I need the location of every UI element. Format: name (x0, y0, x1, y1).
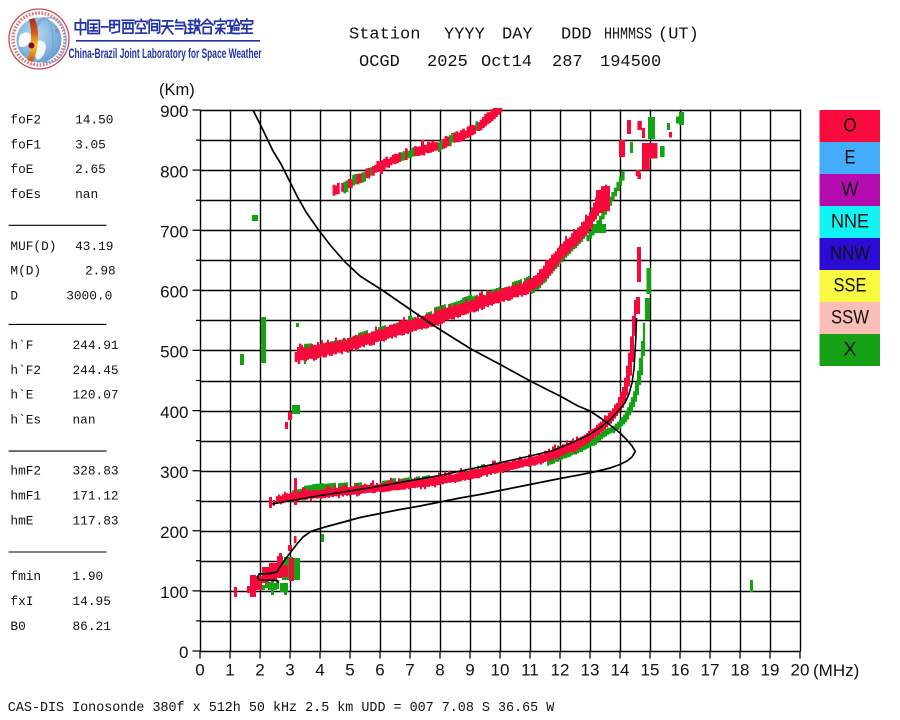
svg-text:6: 6 (375, 661, 384, 680)
svg-text:(UT): (UT) (658, 26, 699, 45)
svg-text:W: W (842, 179, 860, 201)
svg-text:h`F: h`F (10, 338, 33, 353)
svg-text:h`Es: h`Es (10, 413, 41, 428)
svg-text:foEs: foEs (10, 187, 41, 202)
svg-text:287: 287 (552, 53, 583, 72)
svg-text:DAY: DAY (502, 26, 533, 45)
svg-text:10: 10 (491, 661, 510, 680)
svg-text:B0: B0 (10, 619, 25, 634)
svg-text:0: 0 (195, 661, 204, 680)
svg-text:86.21: 86.21 (73, 619, 112, 634)
svg-text:19: 19 (761, 661, 780, 680)
svg-text:NNE: NNE (831, 211, 869, 233)
svg-text:China-Brazil Joint Laboratory: China-Brazil Joint Laboratory for Space … (69, 46, 262, 61)
svg-text:300: 300 (160, 463, 188, 482)
svg-text:fxI: fxI (10, 594, 33, 609)
svg-text:OCGD: OCGD (359, 53, 400, 72)
svg-text:9: 9 (465, 661, 474, 680)
svg-text:M(D): M(D) (10, 264, 41, 279)
svg-text:DDD: DDD (561, 26, 592, 45)
svg-text:1.90: 1.90 (73, 569, 104, 584)
svg-text:12: 12 (551, 661, 570, 680)
svg-text:244.91: 244.91 (73, 338, 119, 353)
svg-text:Station: Station (349, 26, 420, 45)
svg-text:1: 1 (225, 661, 234, 680)
svg-text:O: O (844, 115, 857, 137)
svg-text:120.07: 120.07 (73, 388, 119, 403)
svg-text:500: 500 (160, 343, 188, 362)
svg-text:244.45: 244.45 (73, 363, 119, 378)
svg-text:8: 8 (435, 661, 444, 680)
svg-text:MUF(D): MUF(D) (10, 239, 56, 254)
svg-text:7: 7 (405, 661, 414, 680)
svg-text:200: 200 (160, 523, 188, 542)
svg-text:D: D (10, 289, 18, 304)
svg-text:18: 18 (731, 661, 750, 680)
svg-text:2: 2 (255, 661, 264, 680)
svg-text:17: 17 (701, 661, 720, 680)
svg-text:(MHz): (MHz) (813, 661, 859, 680)
svg-text:800: 800 (160, 162, 188, 181)
svg-text:NNW: NNW (830, 243, 871, 265)
svg-text:5: 5 (345, 661, 354, 680)
svg-text:hmF1: hmF1 (10, 489, 41, 504)
svg-text:Oct14: Oct14 (481, 53, 532, 72)
svg-text:2.65: 2.65 (75, 162, 106, 177)
svg-text:15: 15 (641, 661, 660, 680)
svg-text:2025: 2025 (427, 53, 468, 72)
svg-text:600: 600 (160, 283, 188, 302)
svg-text:fmin: fmin (10, 569, 41, 584)
svg-text:X: X (844, 339, 857, 361)
svg-text:400: 400 (160, 403, 188, 422)
svg-text:700: 700 (160, 222, 188, 241)
svg-text:3.05: 3.05 (75, 137, 106, 152)
svg-text:h`F2: h`F2 (10, 363, 41, 378)
svg-text:100: 100 (160, 583, 188, 602)
svg-text:3: 3 (285, 661, 294, 680)
svg-text:nan: nan (75, 187, 98, 202)
svg-text:20: 20 (791, 661, 810, 680)
svg-text:2.98: 2.98 (85, 264, 116, 279)
svg-text:foF1: foF1 (10, 137, 41, 152)
svg-text:171.12: 171.12 (73, 489, 119, 504)
svg-text:0: 0 (179, 643, 188, 662)
svg-text:43.19: 43.19 (75, 239, 113, 254)
svg-text:900: 900 (160, 102, 188, 121)
svg-text:(Km): (Km) (159, 81, 195, 99)
svg-text:194500: 194500 (600, 53, 661, 72)
svg-text:hmE: hmE (10, 513, 33, 528)
svg-text:CAS-DIS Ionosonde 380f x 512h: CAS-DIS Ionosonde 380f x 512h 50 kHz 2.5… (8, 701, 555, 716)
svg-text:HHMMSS: HHMMSS (604, 26, 652, 45)
svg-text:3000.0: 3000.0 (66, 289, 112, 304)
svg-text:13: 13 (581, 661, 600, 680)
svg-text:4: 4 (315, 661, 324, 680)
svg-text:SSE: SSE (834, 275, 867, 297)
svg-text:foF2: foF2 (10, 113, 41, 128)
svg-text:hmF2: hmF2 (10, 464, 41, 479)
svg-text:nan: nan (73, 413, 96, 428)
svg-text:14.95: 14.95 (73, 594, 111, 609)
svg-text:SSW: SSW (831, 307, 870, 329)
svg-text:117.83: 117.83 (73, 513, 119, 528)
svg-text:11: 11 (521, 661, 539, 680)
svg-text:328.83: 328.83 (73, 464, 119, 479)
svg-text:h`E: h`E (10, 388, 33, 403)
svg-text:YYYY: YYYY (444, 26, 485, 45)
svg-text:16: 16 (671, 661, 690, 680)
svg-text:foE: foE (10, 162, 33, 177)
svg-text:14.50: 14.50 (75, 113, 113, 128)
svg-text:14: 14 (611, 661, 630, 680)
svg-text:E: E (845, 147, 856, 169)
